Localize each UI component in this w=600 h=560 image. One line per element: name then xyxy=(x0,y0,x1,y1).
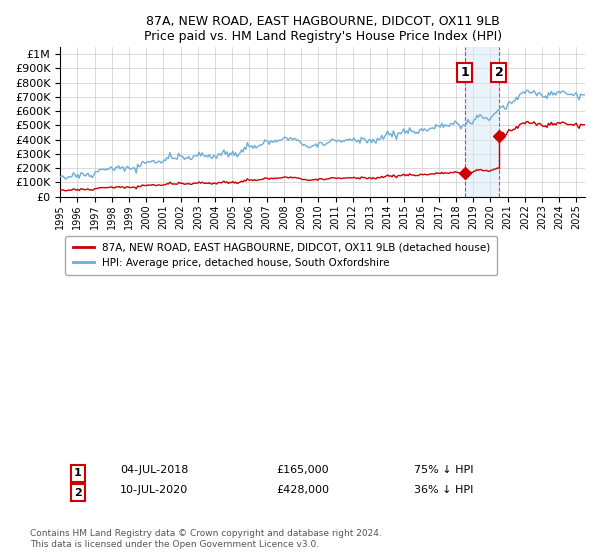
Text: 04-JUL-2018: 04-JUL-2018 xyxy=(120,465,188,475)
Title: 87A, NEW ROAD, EAST HAGBOURNE, DIDCOT, OX11 9LB
Price paid vs. HM Land Registry': 87A, NEW ROAD, EAST HAGBOURNE, DIDCOT, O… xyxy=(143,15,502,43)
Text: £428,000: £428,000 xyxy=(276,485,329,495)
Text: Contains HM Land Registry data © Crown copyright and database right 2024.
This d: Contains HM Land Registry data © Crown c… xyxy=(30,529,382,549)
Text: 10-JUL-2020: 10-JUL-2020 xyxy=(120,485,188,495)
Text: 36% ↓ HPI: 36% ↓ HPI xyxy=(414,485,473,495)
Text: 1: 1 xyxy=(74,468,82,478)
Text: £165,000: £165,000 xyxy=(276,465,329,475)
Legend: 87A, NEW ROAD, EAST HAGBOURNE, DIDCOT, OX11 9LB (detached house), HPI: Average p: 87A, NEW ROAD, EAST HAGBOURNE, DIDCOT, O… xyxy=(65,236,497,276)
Text: 1: 1 xyxy=(460,66,469,79)
Text: 75% ↓ HPI: 75% ↓ HPI xyxy=(414,465,473,475)
Text: 2: 2 xyxy=(74,488,82,498)
Text: 2: 2 xyxy=(494,66,503,79)
Bar xyxy=(464,47,499,197)
